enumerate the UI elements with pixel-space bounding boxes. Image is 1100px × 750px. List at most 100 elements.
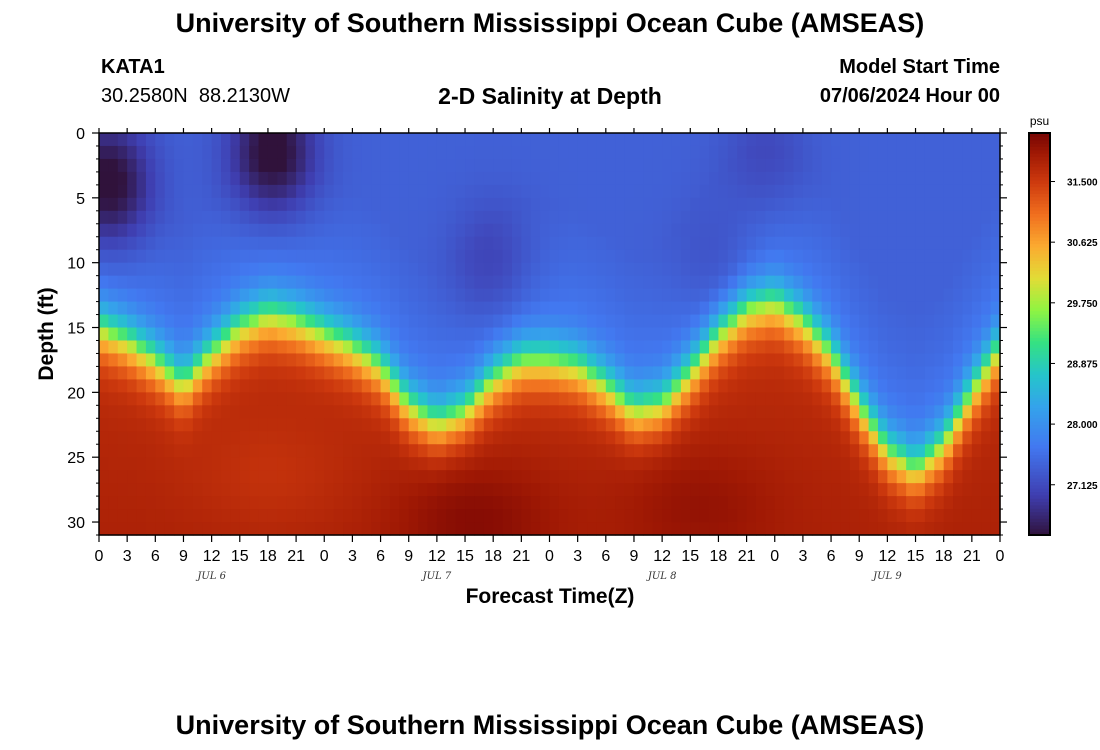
heatmap-cell xyxy=(174,262,185,277)
heatmap-cell xyxy=(530,236,541,251)
heatmap-cell xyxy=(314,340,325,355)
heatmap-cell xyxy=(718,301,729,316)
heatmap-cell xyxy=(399,327,410,342)
heatmap-cell xyxy=(990,327,1001,342)
heatmap-cell xyxy=(624,457,635,471)
heatmap-cell xyxy=(427,379,438,393)
heatmap-cell xyxy=(755,405,766,419)
heatmap-cell xyxy=(971,236,982,251)
heatmap-cell xyxy=(399,418,410,432)
heatmap-cell xyxy=(990,184,1001,199)
heatmap-cell xyxy=(746,392,757,406)
heatmap-cell xyxy=(221,145,231,160)
heatmap-cell xyxy=(343,171,354,186)
heatmap-cell xyxy=(493,236,504,251)
heatmap-cell xyxy=(117,197,128,212)
heatmap-cell xyxy=(549,379,560,393)
heatmap-cell xyxy=(924,158,935,173)
heatmap-cell xyxy=(849,158,860,173)
heatmap-cell xyxy=(502,288,513,303)
heatmap-cell xyxy=(774,379,785,393)
heatmap-cell xyxy=(502,340,513,355)
heatmap-cell xyxy=(990,158,1001,173)
heatmap-cell xyxy=(465,262,476,277)
heatmap-cell xyxy=(427,353,438,368)
heatmap-cell xyxy=(314,483,325,497)
heatmap-cell xyxy=(981,145,992,160)
heatmap-cell xyxy=(192,509,203,523)
heatmap-cell xyxy=(962,314,973,329)
colorbar-segment xyxy=(1029,297,1050,302)
colorbar-segment xyxy=(1029,206,1050,211)
heatmap-cell xyxy=(183,457,194,471)
heatmap-cell xyxy=(915,262,926,277)
colorbar-segment xyxy=(1029,370,1050,375)
heatmap-cell xyxy=(108,133,119,147)
heatmap-cell xyxy=(511,145,522,160)
heatmap-cell xyxy=(718,133,729,147)
heatmap-cell xyxy=(221,171,231,186)
heatmap-cell xyxy=(699,366,710,380)
colorbar-segment xyxy=(1029,287,1050,292)
colorbar-segment xyxy=(1029,514,1050,519)
heatmap-cell xyxy=(718,184,729,199)
heatmap-cell xyxy=(906,210,917,225)
heatmap-cell xyxy=(540,301,551,316)
heatmap-cell xyxy=(305,340,316,355)
heatmap-cell xyxy=(643,171,654,186)
heatmap-cell xyxy=(183,496,194,510)
heatmap-cell xyxy=(314,197,325,212)
heatmap-cell xyxy=(136,158,147,173)
heatmap-cell xyxy=(596,392,607,406)
heatmap-cell xyxy=(418,379,429,393)
heatmap-cell xyxy=(793,210,804,225)
heatmap-cell xyxy=(624,379,635,393)
heatmap-cell xyxy=(465,405,476,419)
heatmap-cell xyxy=(530,133,541,147)
heatmap-cell xyxy=(831,262,842,277)
heatmap-cell xyxy=(455,236,466,251)
heatmap-cell xyxy=(727,145,738,160)
heatmap-cell xyxy=(211,275,222,290)
heatmap-cell xyxy=(868,496,879,510)
heatmap-cell xyxy=(277,379,288,393)
heatmap-cell xyxy=(455,496,466,510)
heatmap-cell xyxy=(587,171,598,186)
heatmap-cell xyxy=(558,275,569,290)
heatmap-cell xyxy=(502,223,513,238)
heatmap-cell xyxy=(117,418,128,432)
heatmap-cell xyxy=(211,210,222,225)
heatmap-cell xyxy=(587,197,598,212)
heatmap-cell xyxy=(821,236,832,251)
heatmap-cell xyxy=(849,340,860,355)
heatmap-cell xyxy=(183,483,194,497)
heatmap-cell xyxy=(164,340,175,355)
heatmap-cell xyxy=(474,314,485,329)
colorbar-segment xyxy=(1029,183,1050,188)
heatmap-cell xyxy=(868,483,879,497)
heatmap-cell xyxy=(493,392,504,406)
heatmap-cell xyxy=(605,184,616,199)
heatmap-cell xyxy=(896,483,907,497)
heatmap-cell xyxy=(990,236,1001,251)
heatmap-cell xyxy=(981,431,992,445)
heatmap-cell xyxy=(465,145,476,160)
heatmap-cell xyxy=(718,210,729,225)
heatmap-cell xyxy=(934,379,945,393)
heatmap-cell xyxy=(352,275,363,290)
heatmap-cell xyxy=(286,236,297,251)
heatmap-cell xyxy=(962,236,973,251)
heatmap-cell xyxy=(333,379,344,393)
heatmap-cell xyxy=(389,262,400,277)
heatmap-cell xyxy=(221,314,231,329)
heatmap-cell xyxy=(802,340,813,355)
heatmap-cell xyxy=(737,470,748,484)
heatmap-cell xyxy=(859,379,870,393)
heatmap-cell xyxy=(558,301,569,316)
heatmap-cell xyxy=(530,405,541,419)
heatmap-cell xyxy=(117,275,128,290)
heatmap-cell xyxy=(352,366,363,380)
heatmap-cell xyxy=(671,301,682,316)
heatmap-cell xyxy=(915,210,926,225)
heatmap-cell xyxy=(305,457,316,471)
